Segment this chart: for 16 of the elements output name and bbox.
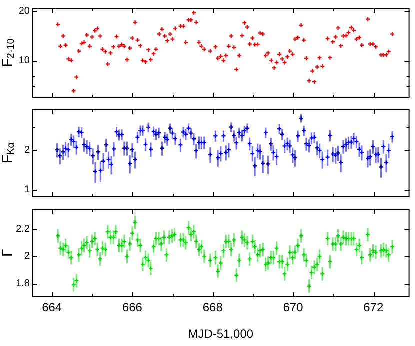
- x-tick-label: 666: [122, 300, 143, 315]
- x-tick-label: 672: [364, 300, 384, 315]
- y-tick-label: 10: [18, 55, 30, 66]
- y-tick-label: 2: [24, 251, 30, 262]
- x-tick-label: 668: [202, 300, 224, 315]
- x-axis-title: MJD-51,000: [188, 327, 254, 342]
- y-tick-label: 1.8: [16, 278, 30, 290]
- y-tick-label: 1: [24, 184, 30, 196]
- x-tick-label: 664: [42, 300, 62, 315]
- y-axis-title: FKα: [0, 142, 17, 164]
- x-tick-label: 670: [283, 300, 304, 315]
- y-axis-title: F2-10: [0, 38, 17, 68]
- y-tick-label: 20: [18, 6, 30, 18]
- y-axis-title: Γ: [0, 248, 15, 257]
- y-tick-label: 2: [24, 144, 30, 156]
- y-tick-label: 2.2: [16, 224, 30, 236]
